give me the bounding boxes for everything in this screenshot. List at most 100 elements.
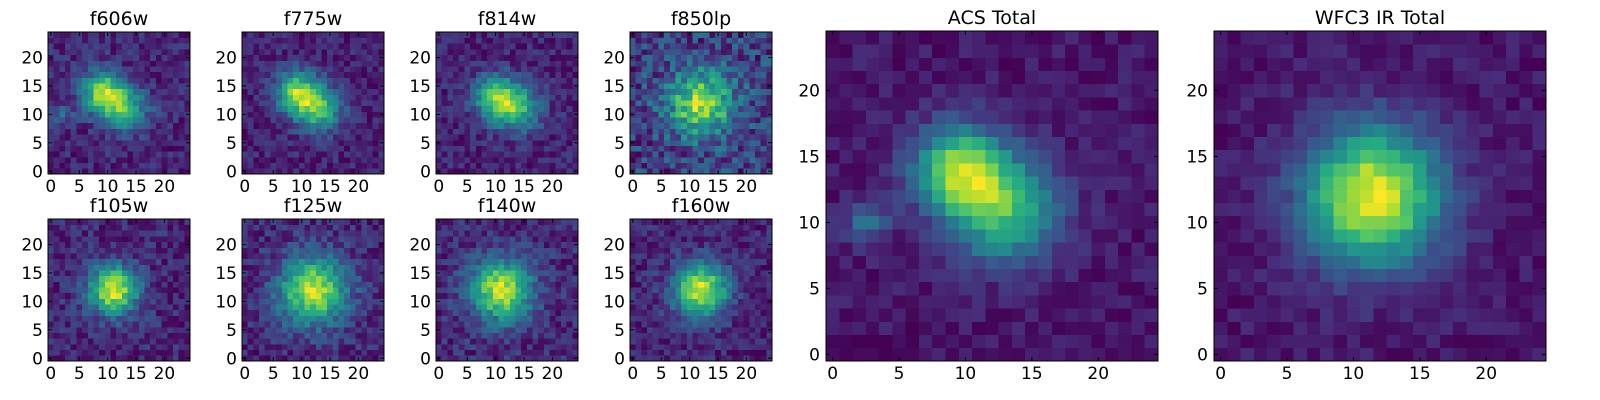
heatmap-cell xyxy=(572,321,579,328)
heatmap-cell xyxy=(327,128,334,135)
heatmap-cell xyxy=(549,298,556,305)
heatmap-cell xyxy=(121,275,128,282)
heatmap-cell xyxy=(504,309,511,316)
heatmap-cell xyxy=(361,37,368,44)
heatmap-cell xyxy=(692,139,699,146)
heatmap-cell xyxy=(287,309,294,316)
heatmap-cell xyxy=(538,247,545,254)
heatmap-cell xyxy=(366,332,373,339)
heatmap-cell xyxy=(332,343,339,350)
heatmap-cell xyxy=(338,162,345,169)
heatmap-cell xyxy=(127,151,134,158)
heatmap-cell xyxy=(720,315,727,322)
heatmap-cell xyxy=(332,66,339,73)
heatmap-cell xyxy=(470,355,477,362)
heatmap-cell xyxy=(549,162,556,169)
heatmap-cell xyxy=(93,332,100,339)
heatmap-cell xyxy=(172,162,179,169)
heatmap-cell xyxy=(669,349,676,356)
heatmap-cell xyxy=(498,219,505,226)
heatmap-cell xyxy=(332,168,339,175)
heatmap-cell xyxy=(247,236,254,243)
heatmap-cell xyxy=(281,219,288,226)
heatmap-cell xyxy=(749,71,756,78)
heatmap-cell xyxy=(441,355,448,362)
heatmap-cell xyxy=(641,60,648,67)
panel-title: f606w xyxy=(90,8,149,30)
heatmap-cell xyxy=(692,94,699,101)
heatmap-cell xyxy=(715,122,722,129)
heatmap-cell xyxy=(749,287,756,294)
heatmap-cell xyxy=(504,292,511,299)
heatmap-cell xyxy=(150,156,157,163)
x-tick-label: 10 xyxy=(97,364,119,384)
heatmap-cell xyxy=(310,49,317,56)
heatmap-cell xyxy=(509,326,516,333)
heatmap-cell xyxy=(253,219,260,226)
heatmap-cell xyxy=(247,151,254,158)
heatmap-cell xyxy=(304,281,311,288)
heatmap-cell xyxy=(630,338,637,345)
heatmap-cell xyxy=(692,304,699,311)
heatmap-cell xyxy=(327,156,334,163)
heatmap-cell xyxy=(366,264,373,271)
heatmap-cell xyxy=(681,134,688,141)
heatmap-cell xyxy=(378,77,385,84)
heatmap-cell xyxy=(184,253,191,260)
heatmap-cell xyxy=(133,321,140,328)
heatmap-cell xyxy=(355,66,362,73)
heatmap-cell xyxy=(53,111,60,118)
heatmap-cell xyxy=(338,88,345,95)
heatmap-cell xyxy=(304,37,311,44)
heatmap-cell xyxy=(247,117,254,124)
heatmap-cell xyxy=(110,343,117,350)
heatmap-cell xyxy=(338,338,345,345)
heatmap-cell xyxy=(133,253,140,260)
y-tick-label: 10 xyxy=(215,105,237,125)
heatmap-cell xyxy=(566,168,573,175)
heatmap-cell xyxy=(344,309,351,316)
heatmap-cell xyxy=(150,332,157,339)
heatmap-cell xyxy=(464,77,471,84)
heatmap-cell xyxy=(560,355,567,362)
heatmap-cell xyxy=(458,230,465,237)
heatmap-cell xyxy=(144,253,151,260)
heatmap-cell xyxy=(315,224,322,231)
heatmap-cell xyxy=(281,247,288,254)
heatmap-cell xyxy=(338,264,345,271)
heatmap-cell xyxy=(487,49,494,56)
heatmap-cell xyxy=(110,241,117,248)
heatmap-cell xyxy=(464,117,471,124)
heatmap-cell xyxy=(121,151,128,158)
heatmap-cell xyxy=(709,88,716,95)
heatmap-cell xyxy=(737,66,744,73)
heatmap-cell xyxy=(338,37,345,44)
heatmap-cell xyxy=(259,304,266,311)
heatmap-cell xyxy=(532,83,539,90)
heatmap-cell xyxy=(349,343,356,350)
heatmap-cell xyxy=(344,258,351,265)
heatmap-cell xyxy=(698,49,705,56)
heatmap-cell xyxy=(327,275,334,282)
heatmap-cell xyxy=(310,105,317,112)
heatmap-cell xyxy=(475,54,482,61)
heatmap-cell xyxy=(447,37,454,44)
heatmap-cell xyxy=(99,304,106,311)
heatmap-cell xyxy=(698,43,705,50)
heatmap-cell xyxy=(732,287,739,294)
heatmap-cell xyxy=(760,54,767,61)
heatmap-cell xyxy=(464,309,471,316)
heatmap-cell xyxy=(532,224,539,231)
heatmap-cell xyxy=(732,134,739,141)
heatmap-cell xyxy=(344,94,351,101)
heatmap-cell xyxy=(630,77,637,84)
heatmap-cell xyxy=(349,111,356,118)
heatmap-cell xyxy=(504,145,511,152)
heatmap-cell xyxy=(293,122,300,129)
heatmap-cell xyxy=(515,151,522,158)
heatmap-cell xyxy=(749,32,756,39)
heatmap-cell xyxy=(87,309,94,316)
heatmap-cell xyxy=(93,139,100,146)
heatmap-cell xyxy=(104,292,111,299)
heatmap-cell xyxy=(475,111,482,118)
